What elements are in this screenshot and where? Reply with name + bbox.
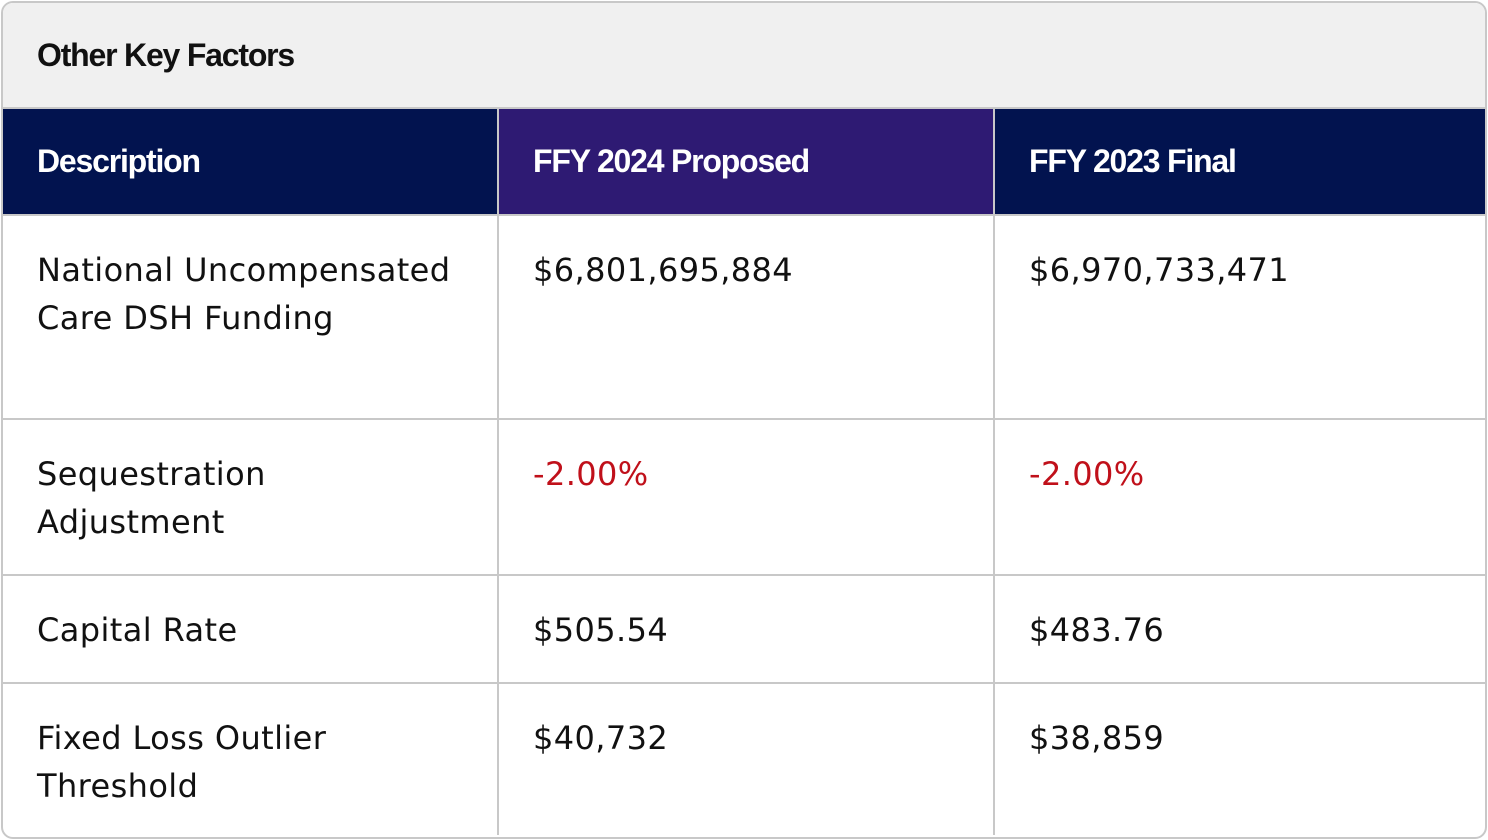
row-ffy-2023-value: $6,970,733,471 — [994, 215, 1485, 420]
key-factors-table: Description FFY 2024 Proposed FFY 2023 F… — [3, 109, 1485, 835]
row-description: National Uncompensated Care DSH Funding — [3, 215, 499, 420]
table-row: National Uncompensated Care DSH Funding … — [3, 215, 1485, 420]
row-ffy-2023-value: -2.00% — [994, 419, 1485, 576]
row-ffy-2024-value: $6,801,695,884 — [498, 215, 995, 420]
row-description: Sequestration Adjustment — [3, 419, 499, 576]
row-ffy-2024-value: -2.00% — [498, 419, 995, 576]
row-ffy-2024-value: $505.54 — [498, 575, 995, 684]
column-header-description: Description — [3, 109, 499, 216]
card-title: Other Key Factors — [3, 3, 1485, 109]
table-row: Sequestration Adjustment -2.00% -2.00% — [3, 419, 1485, 576]
column-header-ffy-2024-proposed: FFY 2024 Proposed — [498, 109, 995, 216]
row-description: Capital Rate — [3, 575, 499, 684]
row-description: Fixed Loss Outlier Threshold — [3, 683, 499, 835]
table-row: Fixed Loss Outlier Threshold $40,732 $38… — [3, 683, 1485, 835]
row-ffy-2023-value: $38,859 — [1029, 719, 1165, 757]
table-header-row: Description FFY 2024 Proposed FFY 2023 F… — [3, 109, 1485, 216]
row-ffy-2023-value: $483.76 — [994, 575, 1485, 684]
table-row: Capital Rate $505.54 $483.76 — [3, 575, 1485, 684]
column-header-ffy-2023-final: FFY 2023 Final — [994, 109, 1485, 216]
row-ffy-2024-value: $40,732 — [498, 683, 995, 835]
